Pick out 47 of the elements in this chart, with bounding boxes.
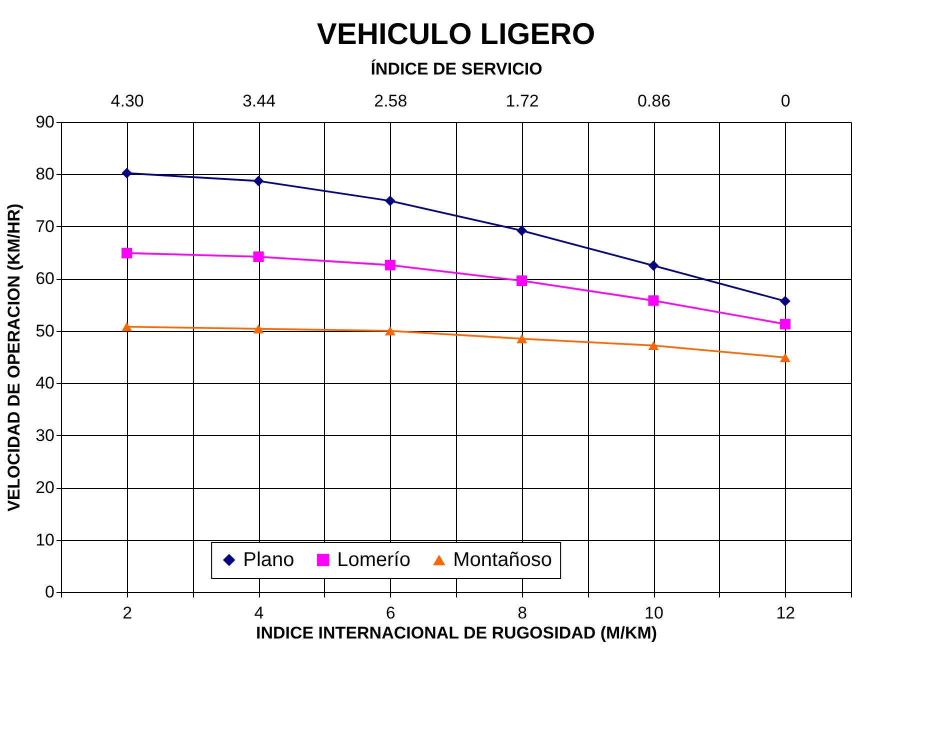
x2-tick-label: 1.72 (506, 92, 539, 110)
point (122, 322, 132, 332)
point (122, 168, 132, 178)
point (384, 260, 396, 270)
x2-tick-label: 2.58 (374, 92, 408, 110)
chart-title: VEHICULO LIGERO (316, 18, 596, 51)
point (122, 248, 132, 258)
point (384, 326, 396, 336)
point (780, 352, 790, 362)
point (516, 276, 528, 286)
point (516, 225, 528, 236)
x-tick-label: 12 (776, 604, 796, 622)
legend-label: Plano (243, 549, 294, 571)
x-tick-label: 6 (386, 604, 396, 622)
point (648, 340, 659, 350)
y-tick-label: 0 (45, 582, 54, 602)
legend-label: Montañoso (453, 549, 552, 571)
y-tick-label: 60 (36, 269, 54, 288)
x-tick-label: 10 (644, 604, 664, 622)
x2-axis-title: ÍNDICE DE SERVICIO (370, 58, 542, 78)
point (648, 260, 659, 271)
point (516, 334, 528, 344)
x2-tick-label: 3.44 (242, 92, 276, 110)
x2-tick-label: 4.30 (110, 92, 144, 110)
y-tick-label: 70 (36, 216, 54, 236)
x-tick-label: 2 (122, 604, 132, 622)
x2-tick-label: 0 (780, 92, 790, 110)
y-tick-label: 40 (36, 374, 54, 393)
point (253, 251, 264, 262)
point (384, 196, 396, 206)
point (780, 296, 790, 306)
y-tick-label: 20 (36, 478, 54, 498)
y-axis-title: VELOCIDAD DE OPERACION (KM/HR) (4, 204, 24, 512)
y-tick-label: 30 (36, 426, 54, 445)
point (253, 176, 264, 186)
x-axis-title: INDICE INTERNACIONAL DE RUGOSIDAD (M/KM) (256, 624, 658, 642)
legend-label: Lomerío (337, 549, 410, 571)
x-tick-label: 8 (518, 604, 528, 622)
x2-tick-label: 0.86 (637, 92, 671, 110)
point (253, 324, 264, 334)
point (648, 295, 659, 306)
x-tick-label: 4 (254, 604, 264, 622)
y-tick-label: 90 (36, 112, 54, 132)
y-tick-label: 50 (36, 321, 54, 340)
y-tick-label: 10 (36, 530, 54, 550)
point (780, 318, 790, 330)
y-tick-label: 80 (36, 164, 54, 184)
